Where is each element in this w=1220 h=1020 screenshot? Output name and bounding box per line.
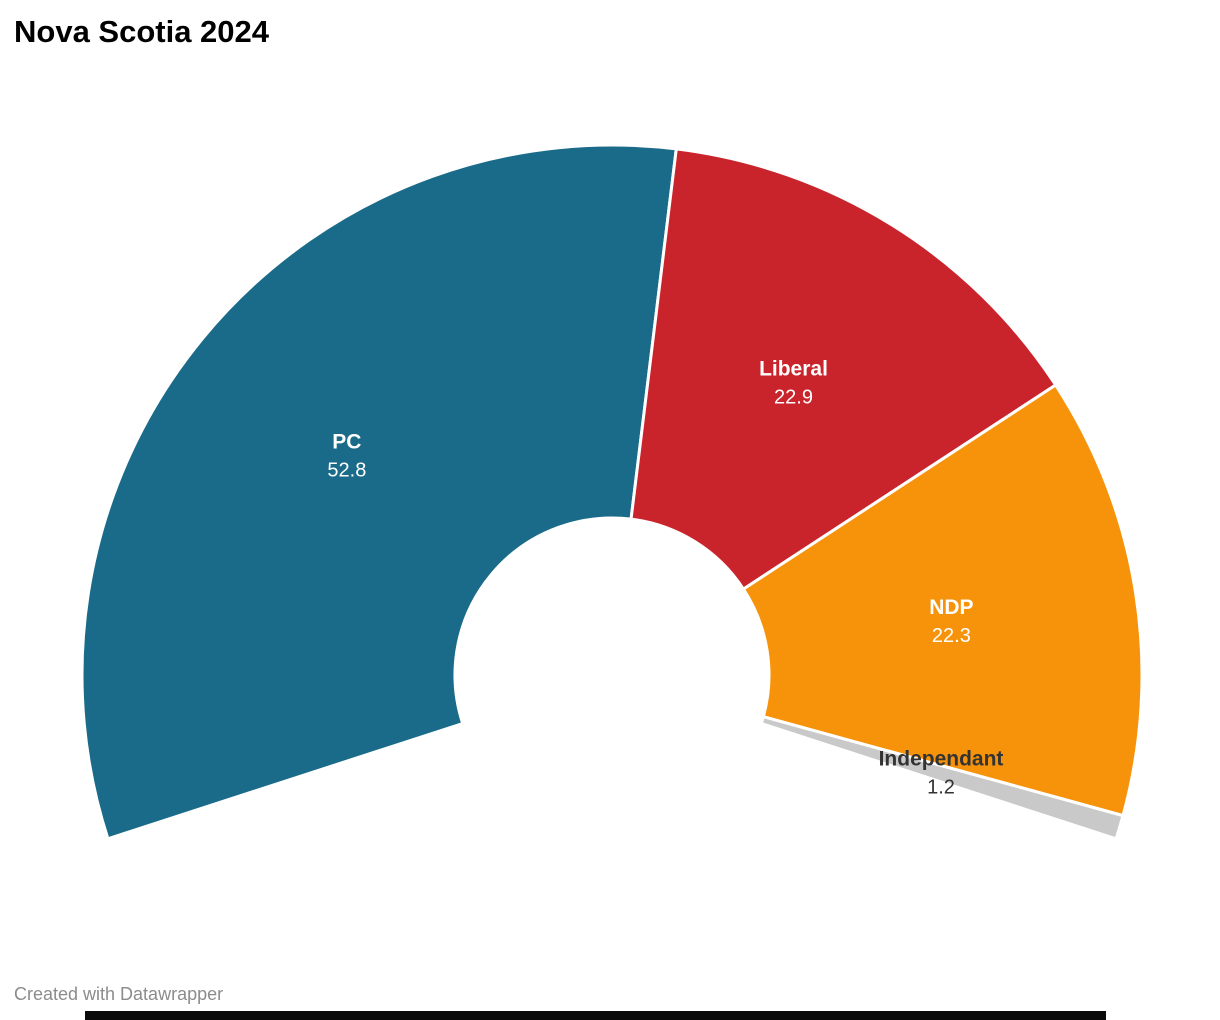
slice-liberal[interactable]: [629, 147, 1058, 591]
slice-label-ndp: NDP 22.3: [929, 596, 973, 647]
slice-ndp[interactable]: [741, 383, 1144, 818]
slice-label-pc: PC 52.8: [327, 431, 366, 482]
bottom-divider-bar: [85, 1011, 1106, 1020]
slice-label-liberal: Liberal 22.9: [759, 357, 828, 408]
slice-pc[interactable]: [80, 143, 678, 841]
slice-label-independant: Independant 1.2: [879, 748, 1004, 799]
slice-independant[interactable]: [759, 715, 1125, 841]
chart-title: Nova Scotia 2024: [14, 14, 270, 49]
datawrapper-credit[interactable]: Created with Datawrapper: [14, 984, 224, 1004]
